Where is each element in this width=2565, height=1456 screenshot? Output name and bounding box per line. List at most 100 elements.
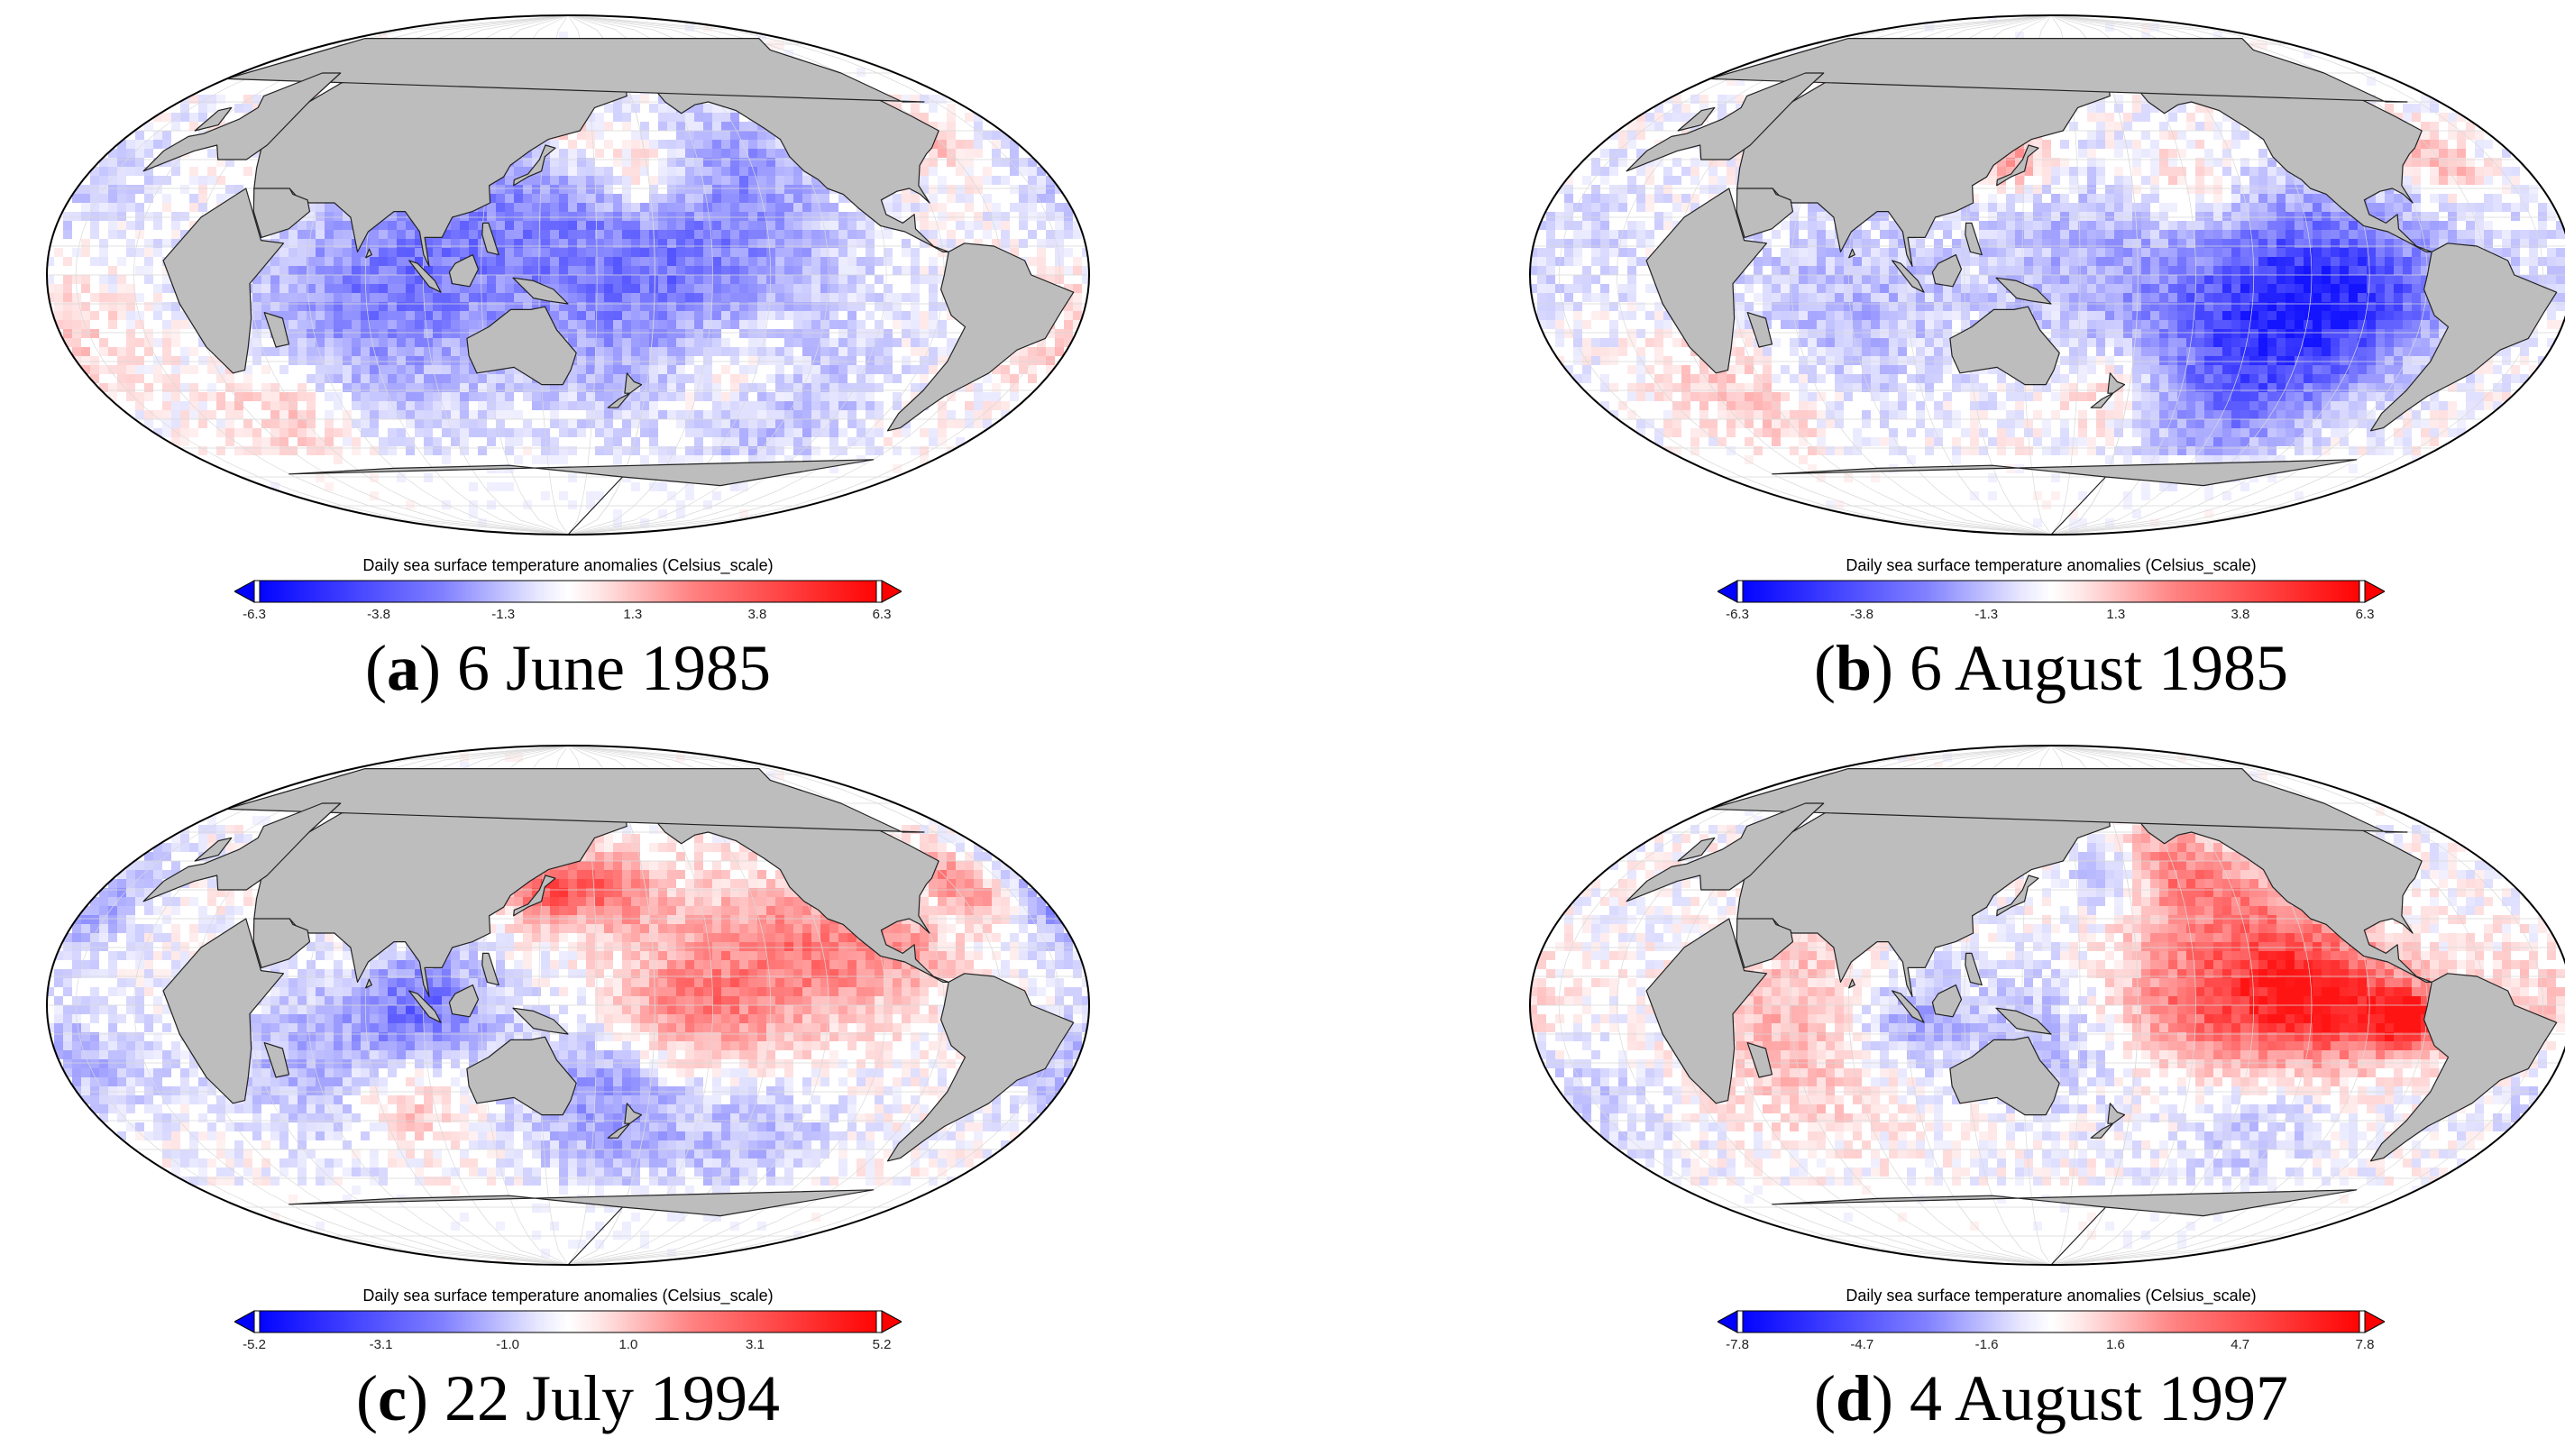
sst-cell [568,23,577,32]
sst-cell [279,428,289,437]
sst-cell [153,293,162,302]
sst-cell [784,437,793,446]
sst-cell [1046,365,1055,374]
sst-cell [1001,230,1010,239]
sst-cell [748,239,757,248]
sst-cell [757,266,766,275]
sst-cell [847,365,857,374]
sst-cell [189,437,198,446]
sst-cell [631,113,640,122]
sst-cell [180,410,189,419]
sst-cell [298,356,307,365]
sst-cell [640,293,649,302]
sst-cell [397,248,406,257]
sst-cell [559,446,568,455]
sst-cell [90,311,99,320]
sst-cell [307,284,316,293]
sst-cell [631,455,640,464]
sst-cell [72,329,81,338]
sst-cell [153,284,162,293]
sst-cell [703,347,712,356]
sst-cell [162,275,171,284]
sst-cell [442,293,451,302]
sst-cell [81,230,90,239]
sst-cell [884,347,893,356]
sst-cell [820,230,829,239]
sst-cell [703,221,712,230]
sst-cell [829,428,838,437]
sst-cell [622,428,631,437]
sst-cell [938,257,947,266]
sst-cell [568,383,577,392]
sst-cell [577,185,586,194]
sst-cell [595,194,604,203]
sst-cell [884,392,893,401]
sst-cell [857,401,866,410]
sst-cell [54,266,63,275]
sst-cell [451,311,460,320]
sst-cell [135,293,144,302]
sst-cell [298,221,307,230]
sst-cell [442,32,451,41]
sst-cell [108,176,117,185]
sst-cell [622,158,631,167]
sst-cell [559,15,568,23]
sst-cell [784,239,793,248]
sst-cell [243,356,252,365]
sst-cell [667,347,676,356]
sst-cell [424,239,433,248]
sst-cell [721,185,730,194]
sst-cell [298,464,307,473]
sst-cell [379,356,388,365]
sst-cell [514,15,523,23]
sst-cell [902,446,911,455]
sst-cell [676,410,685,419]
sst-cell [207,95,216,104]
sst-cell [875,311,884,320]
sst-cell [622,15,631,23]
sst-cell [974,167,983,176]
sst-cell [784,401,793,410]
sst-cell [388,428,397,437]
sst-cell [162,113,171,122]
sst-cell [514,239,523,248]
sst-cell [478,266,487,275]
sst-cell [397,284,406,293]
sst-cell [505,185,514,194]
sst-cell [279,410,289,419]
sst-cell [847,311,857,320]
sst-cell [1028,383,1037,392]
sst-cell [793,167,802,176]
sst-cell [189,104,198,113]
sst-cell [829,293,838,302]
sst-cell [721,248,730,257]
sst-cell [144,383,153,392]
sst-cell [1001,185,1010,194]
sst-cell [586,320,595,329]
sst-cell [415,365,424,374]
sst-cell [559,383,568,392]
sst-cell [622,275,631,284]
sst-cell [847,338,857,347]
sst-cell [370,248,379,257]
sst-cell [523,383,532,392]
sst-cell [838,320,847,329]
sst-cell [1028,167,1037,176]
sst-cell [90,365,99,374]
sst-cell [586,410,595,419]
sst-cell [370,401,379,410]
sst-cell [135,203,144,212]
sst-cell [631,248,640,257]
sst-cell [604,419,613,428]
sst-cell [694,410,703,419]
sst-cell [974,239,983,248]
sst-cell [496,293,505,302]
sst-cell [766,293,775,302]
sst-cell [658,392,667,401]
sst-cell [153,230,162,239]
sst-cell [784,221,793,230]
sst-cell [766,437,775,446]
sst-cell [541,392,550,401]
sst-cell [270,77,279,86]
sst-cell [352,428,361,437]
